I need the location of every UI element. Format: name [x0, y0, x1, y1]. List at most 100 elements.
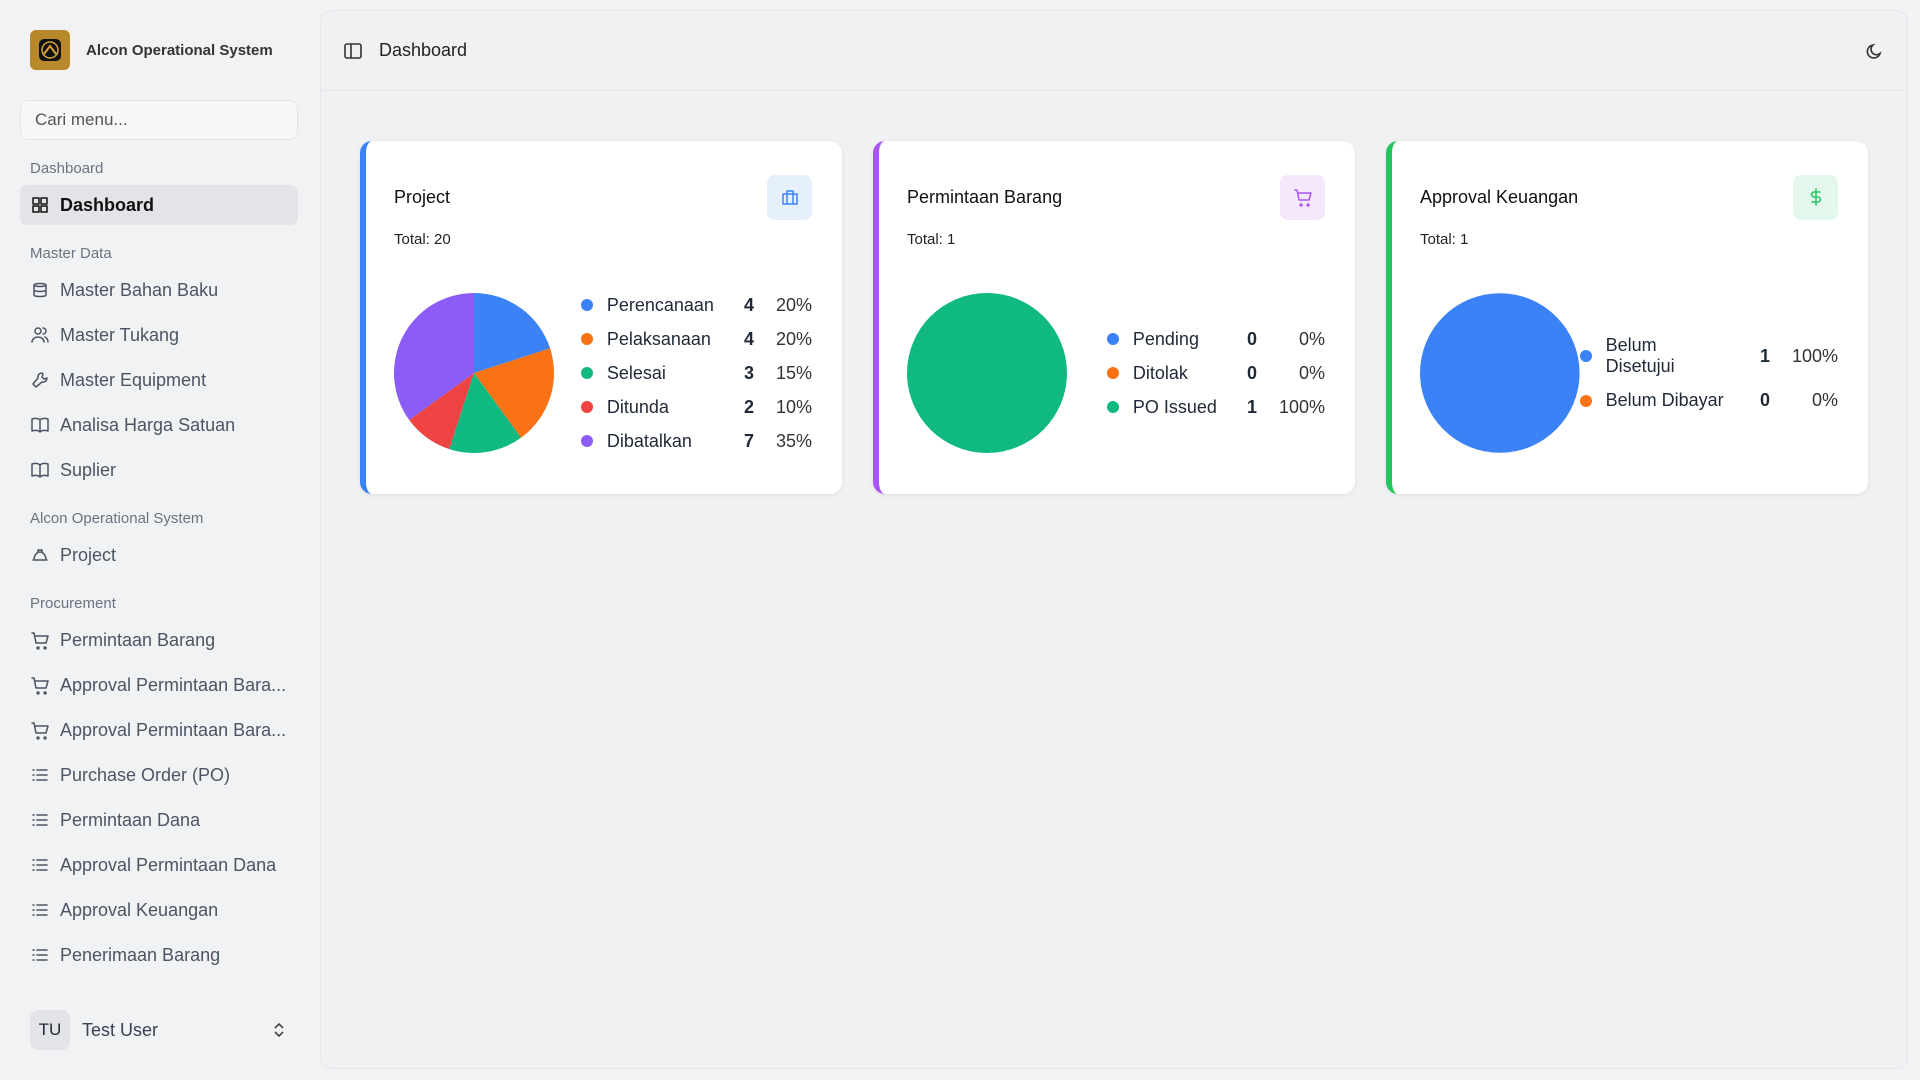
icon [32, 769, 48, 781]
icon-path [32, 904, 48, 916]
icon [31, 462, 49, 478]
nav-label: Suplier [60, 459, 117, 480]
legend-percent: 20% [775, 328, 812, 349]
icon-path [32, 814, 48, 826]
nav-item[interactable]: Approval Permintaan Bara... [20, 710, 298, 750]
icon-path [31, 417, 49, 433]
legend-count: 2 [743, 396, 754, 417]
section-label: Alcon Operational System [30, 510, 204, 527]
total: Total: 1 [1420, 231, 1838, 248]
user-menu[interactable]: TU Test User [30, 1010, 288, 1050]
pie-chart [394, 293, 554, 453]
icon [32, 372, 48, 388]
theme-toggle[interactable] [1865, 41, 1885, 61]
nav-label: Master Bahan Baku [60, 279, 219, 300]
nav-label: Master Equipment [60, 369, 207, 390]
card-title: Approval Keuangan [1420, 186, 1579, 207]
legend-count: 0 [1759, 390, 1770, 410]
legend-dot [1106, 401, 1119, 413]
icon-path [32, 549, 48, 561]
search-input[interactable]: Cari menu... [20, 100, 298, 140]
icon [1810, 188, 1821, 206]
nav-item[interactable]: Project [20, 535, 298, 575]
icon [32, 549, 48, 561]
total-value: 1 [1460, 231, 1469, 248]
total: Total: 1 [907, 231, 1325, 248]
section-label: Procurement [30, 595, 116, 612]
avatar: TU [30, 1010, 70, 1050]
legend-dot [580, 367, 593, 379]
icon-box [1793, 174, 1838, 220]
nav-item[interactable]: Suplier [20, 450, 298, 490]
legend-count: 4 [743, 294, 754, 315]
icon [32, 197, 48, 213]
icon [32, 859, 48, 871]
legend-label: Pending [1132, 328, 1199, 349]
logo [30, 30, 70, 70]
nav-item[interactable]: Master Bahan Baku [20, 270, 298, 310]
icon [33, 282, 47, 298]
nav-label: Permintaan Barang [60, 629, 216, 650]
icon-path [31, 632, 49, 650]
icon-path [1810, 188, 1821, 206]
icon [31, 722, 49, 740]
legend-percent: 100% [1791, 345, 1838, 366]
nav-label: Dashboard [60, 194, 155, 215]
nav-item[interactable]: Permintaan Barang [20, 620, 298, 660]
card-head: Permintaan Barang [907, 174, 1325, 220]
chart-row: Perencanaan 4 20% Pelaksanaan 4 20% Selesai 3 15… [394, 293, 812, 453]
icon-path [31, 327, 49, 343]
page-title: Dashboard [379, 40, 468, 60]
icon-path [781, 190, 798, 205]
nav-item[interactable]: Penerimaan Barang [20, 935, 298, 975]
sidebar-toggle[interactable] [343, 41, 363, 61]
legend-label: Belum Dibayar [1605, 390, 1724, 410]
pie-slice [907, 293, 1067, 453]
legend-percent: 10% [775, 396, 812, 417]
nav-label: Approval Permintaan Dana [60, 854, 277, 875]
legend-dot [580, 299, 593, 311]
legend-percent: 0% [1298, 362, 1325, 383]
nav-label: Analisa Harga Satuan [60, 414, 236, 435]
nav-label: Purchase Order (PO) [60, 764, 231, 785]
chevrons [274, 1022, 284, 1038]
legend-count: 1 [1759, 345, 1770, 366]
nav-item[interactable]: Master Tukang [20, 315, 298, 355]
icon-path [32, 372, 48, 388]
nav-item[interactable]: Dashboard [20, 185, 298, 225]
user-name: Test User [82, 1019, 159, 1040]
icon-path [32, 769, 48, 781]
icon [32, 949, 48, 961]
total-label: Total: [907, 231, 943, 248]
brand: Alcon Operational System [20, 0, 298, 100]
legend-dot [580, 401, 593, 413]
nav-label: Approval Permintaan Bara... [60, 719, 287, 740]
main: Dashboard Project Total: 20 Perencanaan 4 20… [320, 10, 1908, 1069]
legend-label: Perencanaan [606, 294, 714, 315]
nav-item[interactable]: Analisa Harga Satuan [20, 405, 298, 445]
nav-item[interactable]: Approval Permintaan Dana [20, 845, 298, 885]
chart-row: Pending 0 0% Ditolak 0 0% PO Issued 1 100% [907, 293, 1325, 453]
nav-item[interactable]: Approval Keuangan [20, 890, 298, 930]
topbar: Dashboard [321, 11, 1907, 91]
app-name: Alcon Operational System [86, 41, 273, 59]
icon [32, 904, 48, 916]
nav-label: Penerimaan Barang [60, 944, 221, 965]
nav-item[interactable]: Approval Permintaan Bara... [20, 665, 298, 705]
pie-chart [1420, 293, 1580, 453]
legend-label: Ditunda [606, 396, 669, 417]
legend-percent: 15% [775, 362, 812, 383]
icon-box [1280, 174, 1325, 220]
nav-item[interactable]: Permintaan Dana [20, 800, 298, 840]
nav-item[interactable]: Master Equipment [20, 360, 298, 400]
card-head: Project [394, 174, 812, 220]
card: Permintaan Barang Total: 1 Pending 0 0% Ditol… [873, 141, 1355, 494]
legend-dot [1106, 367, 1119, 379]
nav-item[interactable]: Purchase Order (PO) [20, 755, 298, 795]
legend-label: Selesai [606, 362, 666, 383]
total: Total: 20 [394, 231, 812, 248]
legend-count: 1 [1246, 396, 1257, 417]
legend-label: Pelaksanaan [606, 328, 711, 349]
